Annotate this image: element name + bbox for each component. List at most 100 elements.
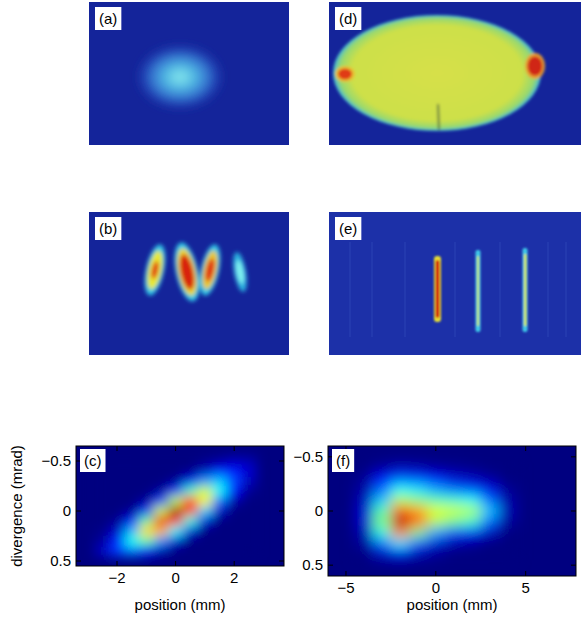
heatmap-cell (373, 473, 391, 484)
heatmap-cell (242, 546, 257, 557)
heatmap-cell (95, 536, 110, 547)
panel-label: (b) (95, 217, 121, 240)
heatmap-cell (481, 495, 499, 506)
heatmap-cell (154, 496, 169, 507)
heatmap-cell (427, 506, 445, 517)
heatmap-cell (242, 486, 257, 497)
heatmap-cell (355, 484, 373, 495)
heatmap-cell (373, 484, 391, 495)
heatmap-cell (463, 506, 481, 517)
heatmap-cell (212, 476, 227, 487)
heatmap-cell (227, 486, 242, 497)
heatmap-cell (95, 516, 110, 527)
heatmap-cell (373, 516, 391, 527)
heatmap-cell (242, 536, 257, 547)
shadow-line (438, 104, 439, 130)
beam-spot (150, 260, 160, 279)
heatmap-cell (409, 462, 427, 473)
heatmap-cell (227, 476, 242, 487)
heatmap-cell (95, 546, 110, 557)
heatmap-cell (168, 486, 183, 497)
heatmap-cell (409, 484, 427, 495)
x-tick (525, 571, 526, 576)
heatmap-cell (183, 496, 198, 507)
x-tick (175, 446, 176, 451)
beam-spot (231, 251, 250, 292)
heatmap-cell (198, 486, 213, 497)
panel-label-bg (95, 7, 121, 30)
x-tick-label: 5 (522, 579, 530, 596)
heatmap-cell (499, 462, 517, 473)
image-panel (329, 2, 581, 145)
panel-label: (d) (335, 7, 361, 30)
heatmap-cell (227, 496, 242, 507)
heatmap-cell (391, 516, 409, 527)
beam-spot (177, 253, 197, 291)
heatmap-cell (427, 538, 445, 549)
heatmap-cell (409, 527, 427, 538)
heatmap-cell (110, 496, 125, 507)
panel-label-text: (e) (339, 220, 357, 237)
panel-label-text: (c) (84, 452, 102, 469)
beam (333, 15, 545, 131)
heatmap-cell (409, 495, 427, 506)
heatmap-cell (373, 506, 391, 517)
heatmap-cell (481, 462, 499, 473)
heatmap-cell (110, 456, 125, 467)
x-tick (435, 571, 436, 576)
heatmap-cell (445, 527, 463, 538)
heatmap-cell (124, 506, 139, 517)
heatmap-cell (124, 536, 139, 547)
x-tick-label: 0 (171, 569, 179, 586)
heatmap-cell (212, 466, 227, 477)
heatmap-cell (373, 549, 391, 560)
heatmap-cell (124, 456, 139, 467)
heatmap-cell (481, 516, 499, 527)
beam (140, 47, 220, 107)
heatmap-cell (445, 538, 463, 549)
plot-background (328, 446, 576, 576)
heatmap-cell (373, 527, 391, 538)
heatmap-cell (139, 496, 154, 507)
panel-label-bg (332, 449, 354, 472)
y-tick-label: −0.5 (41, 452, 71, 469)
beam-spot (335, 66, 355, 82)
heatmap-cell (499, 473, 517, 484)
heatmap-cell (95, 496, 110, 507)
heatmap-cell (124, 546, 139, 557)
heatmap-cell (154, 536, 169, 547)
heatmap-cell (445, 495, 463, 506)
beam-spot (141, 243, 169, 298)
beamlet-core (436, 260, 440, 318)
heatmap-cell (110, 476, 125, 487)
heatmap-cell (212, 526, 227, 537)
heatmap-cell (242, 476, 257, 487)
heatmap-cell (95, 486, 110, 497)
heatmap-cell (391, 473, 409, 484)
x-tick-label: 2 (230, 569, 238, 586)
heatmap-cell (499, 516, 517, 527)
heatmap-cell (139, 506, 154, 517)
heatmap-cell (227, 456, 242, 467)
x-tick (175, 561, 176, 566)
heatmap-cell (124, 526, 139, 537)
heatmap-cell (198, 546, 213, 557)
heatmap-cell (227, 536, 242, 547)
heatmap-cell (168, 526, 183, 537)
y-tick (76, 511, 81, 512)
heatmap-cell (499, 495, 517, 506)
heatmap-cell (154, 526, 169, 537)
heatmap-cell (168, 456, 183, 467)
heatmap-cell (227, 466, 242, 477)
panel-label-bg (335, 7, 361, 30)
heatmap-cell (391, 527, 409, 538)
heatmap-cell (463, 495, 481, 506)
heatmap-cell (499, 538, 517, 549)
panel-label-text: (d) (339, 10, 357, 27)
heatmap-cell (110, 546, 125, 557)
heatmap-cell (212, 456, 227, 467)
heatmap-cell (124, 466, 139, 477)
beamlet (434, 256, 441, 322)
x-axis: −505 (337, 446, 529, 596)
heatmap-cell (154, 486, 169, 497)
